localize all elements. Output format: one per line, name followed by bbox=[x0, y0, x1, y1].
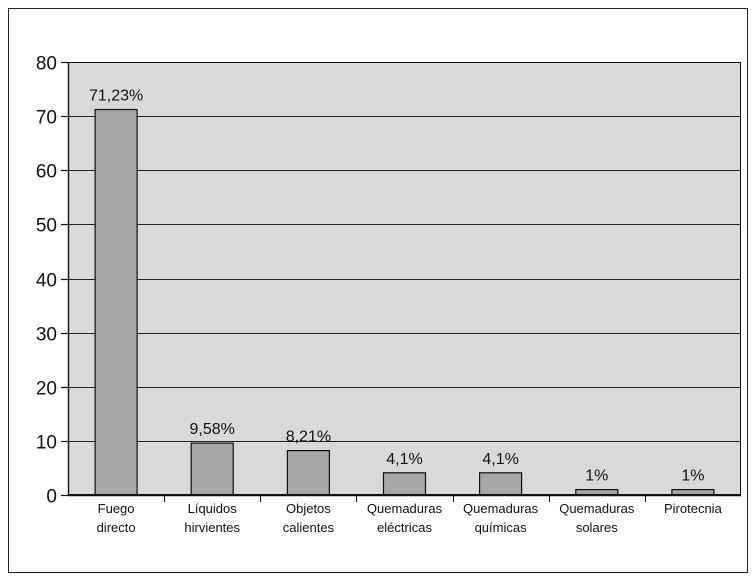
y-tick-label: 20 bbox=[36, 379, 57, 400]
data-label: 4,1% bbox=[386, 451, 422, 468]
data-labels: 71,23% 9,58% 8,21% 4,1% 4,1% 1% 1% bbox=[89, 88, 704, 485]
data-label: 71,23% bbox=[89, 88, 143, 105]
x-tick-labels: Fuego directo Líquidos hirvientes Objetos cal… bbox=[97, 501, 723, 535]
axes bbox=[61, 61, 741, 502]
y-tick-labels: 0 10 20 30 40 50 60 70 80 bbox=[36, 54, 57, 508]
plot-area bbox=[68, 62, 741, 495]
x-tick-label: Fuego directo bbox=[97, 501, 136, 535]
plot-background bbox=[68, 62, 741, 495]
data-label: 9,58% bbox=[190, 421, 235, 438]
y-tick-label: 70 bbox=[36, 108, 57, 129]
data-label: 1% bbox=[681, 468, 704, 485]
x-tick-label: Líquidos hirvientes bbox=[184, 501, 240, 535]
data-label: 1% bbox=[585, 468, 608, 485]
x-tick-label: Quemaduras eléctricas bbox=[367, 501, 443, 535]
bar bbox=[286, 450, 330, 496]
x-tick-label: Objetos calientes bbox=[283, 501, 335, 535]
x-tick-label: Quemaduras químicas bbox=[463, 501, 539, 535]
x-tick-label: Pirotecnia bbox=[664, 501, 723, 516]
bar bbox=[382, 472, 427, 496]
bars bbox=[94, 108, 715, 496]
y-tick-label: 40 bbox=[36, 271, 57, 292]
y-tick-label: 50 bbox=[36, 216, 57, 237]
y-tick-label: 10 bbox=[36, 433, 57, 454]
bar bbox=[190, 442, 234, 496]
y-tick-label: 30 bbox=[36, 325, 57, 346]
y-tick-label: 0 bbox=[46, 487, 57, 508]
data-label: 4,1% bbox=[482, 451, 518, 468]
gridlines bbox=[68, 62, 741, 442]
bar bbox=[479, 472, 523, 496]
data-label: 8,21% bbox=[286, 429, 331, 446]
x-tick-label: Quemaduras solares bbox=[559, 501, 635, 535]
bar bbox=[94, 108, 138, 496]
y-tick-label: 60 bbox=[36, 162, 57, 183]
y-tick-label: 80 bbox=[36, 54, 57, 75]
